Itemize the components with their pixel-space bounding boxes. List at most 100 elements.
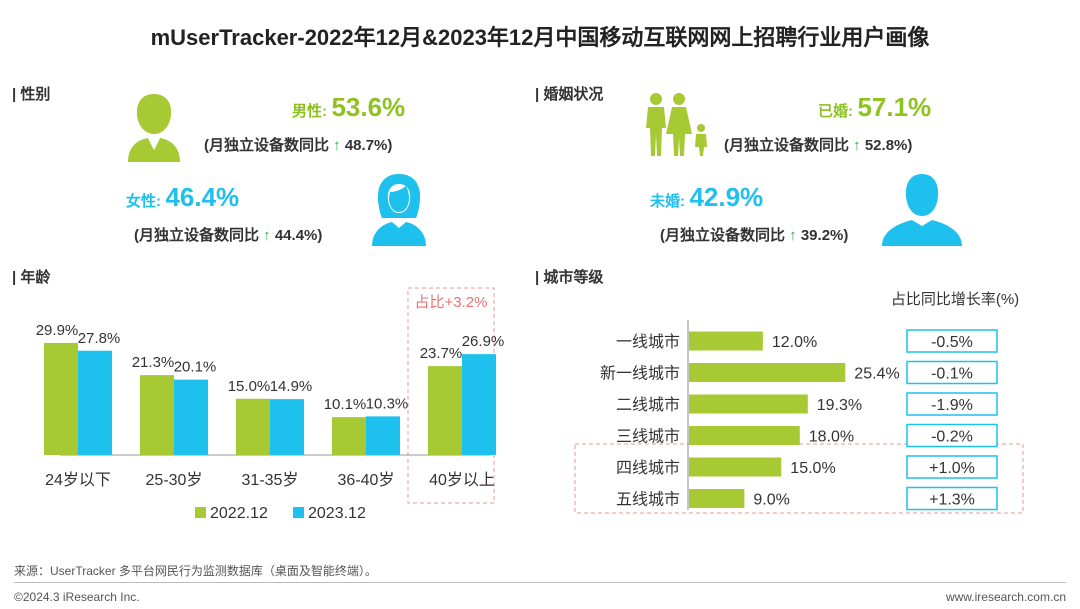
age-bar-chart: 占比+3.2% 29.9% 27.8% 24岁以下 21.3% 20.1% 25-30岁 15… (36, 287, 505, 522)
yoy-value: -0.1% (931, 366, 973, 383)
y-tick-label: 新一线城市 (600, 365, 680, 383)
x-tick-label: 31-35岁 (242, 471, 299, 489)
male-note-prefix: (月独立设备数同比 (204, 137, 329, 154)
footer-divider (14, 582, 1066, 583)
married-value: 57.1% (857, 92, 932, 122)
bar-2022.12-2 (236, 398, 270, 455)
female-note: (月独立设备数同比 ↑ 44.4%) (134, 224, 322, 245)
bar-value-label: 25.4% (854, 366, 899, 383)
single-label: 未婚: (650, 193, 685, 210)
yoy-value: -1.9% (931, 397, 973, 414)
yoy-value: +1.3% (929, 492, 975, 509)
female-note-prefix: (月独立设备数同比 (134, 227, 259, 244)
legend-swatch (293, 507, 304, 518)
yoy-box (906, 455, 998, 479)
up-arrow-icon: ↑ (789, 227, 797, 244)
bar-0 (689, 331, 763, 351)
bar-2022.12-0 (44, 342, 78, 455)
legend-label: 2022.12 (210, 505, 268, 522)
married-stat: 已婚: 57.1% (818, 92, 931, 123)
y-tick-label: 五线城市 (616, 491, 680, 509)
single-note-prefix: (月独立设备数同比 (660, 227, 785, 244)
legend-swatch (195, 507, 206, 518)
up-arrow-icon: ↑ (853, 137, 861, 154)
gender-section-title: | 性别 (12, 86, 51, 103)
married-note-value: 52.8%) (864, 137, 913, 154)
bar-2023.12-0 (78, 350, 112, 455)
bar-value-label: 18.0% (809, 429, 854, 446)
bar-3 (689, 426, 800, 445)
source-note: 来源：UserTracker 多平台网民行为监测数据库（桌面及智能终端）。 (14, 564, 377, 578)
bar-2023.12-1 (174, 379, 208, 455)
male-note-value: 48.7%) (344, 137, 393, 154)
website: www.iresearch.com.cn (945, 590, 1066, 604)
bar-value-label: 10.3% (366, 395, 409, 412)
female-label: 女性: (126, 193, 161, 210)
bar-4 (689, 457, 782, 477)
yoy-box (906, 360, 998, 385)
single-note: (月独立设备数同比 ↑ 39.2%) (660, 224, 848, 245)
married-note-prefix: (月独立设备数同比 (724, 137, 849, 154)
male-note: (月独立设备数同比 ↑ 48.7%) (204, 134, 392, 155)
x-tick-label: 25-30岁 (146, 471, 203, 489)
married-note: (月独立设备数同比 ↑ 52.8%) (724, 134, 912, 155)
bar-value-label: 15.0% (790, 460, 835, 477)
city-section-title: | 城市等级 (535, 269, 604, 286)
bar-value-label: 15.0% (228, 378, 271, 395)
bar-2022.12-1 (140, 375, 174, 455)
age-section-title: | 年龄 (12, 269, 51, 286)
single-value: 42.9% (689, 182, 764, 212)
bar-value-label: 19.3% (817, 397, 862, 414)
family-icon (646, 93, 707, 156)
x-tick-label: 40岁以上 (429, 471, 495, 489)
legend-label: 2023.12 (308, 505, 366, 522)
male-stat: 男性: 53.6% (292, 92, 405, 123)
yoy-box (906, 486, 998, 511)
x-tick-label: 24岁以下 (45, 471, 111, 489)
yoy-box (906, 423, 998, 448)
bar-value-label: 26.9% (462, 333, 505, 350)
up-arrow-icon: ↑ (333, 137, 341, 154)
male-value: 53.6% (331, 92, 406, 122)
bar-2 (689, 394, 808, 414)
yoy-header: 占比同比增长率(%) (891, 291, 1019, 308)
single-note-value: 39.2%) (800, 227, 849, 244)
yoy-value: -0.2% (931, 429, 973, 446)
female-avatar-icon (372, 174, 426, 246)
bar-2023.12-3 (366, 416, 400, 455)
bar-value-label: 9.0% (753, 492, 789, 509)
y-tick-label: 一线城市 (616, 333, 680, 351)
bar-value-label: 20.1% (174, 359, 217, 376)
single-stat: 未婚: 42.9% (650, 182, 763, 213)
marriage-section-title: | 婚姻状况 (535, 86, 604, 103)
male-avatar-icon (128, 94, 180, 162)
bar-2023.12-4 (462, 354, 496, 455)
y-tick-label: 二线城市 (616, 396, 680, 414)
highlight-box (407, 287, 495, 504)
bar-5 (689, 489, 745, 508)
female-value: 46.4% (165, 182, 240, 212)
page-title: mUserTracker-2022年12月&2023年12月中国移动互联网网上招… (150, 25, 930, 50)
city-bar-chart: 占比同比增长率(%) 一线城市 12.0% -0.5% 新一线城市 25.4% -0.1% 二… (574, 291, 1024, 514)
bar-value-label: 21.3% (132, 354, 175, 371)
up-arrow-icon: ↑ (263, 227, 271, 244)
bar-value-label: 23.7% (420, 345, 463, 362)
yoy-box (906, 329, 998, 353)
yoy-box (906, 392, 998, 416)
highlight-annotation: 占比+3.2% (415, 294, 488, 311)
bar-2022.12-4 (428, 366, 462, 455)
bar-1 (689, 363, 846, 382)
married-label: 已婚: (818, 103, 853, 120)
bar-value-label: 27.8% (78, 330, 121, 347)
bar-value-label: 29.9% (36, 322, 79, 339)
bar-value-label: 12.0% (772, 334, 817, 351)
yoy-value: -0.5% (931, 334, 973, 351)
y-tick-label: 四线城市 (616, 459, 680, 477)
bar-value-label: 14.9% (270, 378, 313, 395)
bar-2022.12-3 (332, 417, 366, 455)
yoy-value: +1.0% (929, 460, 975, 477)
male-label: 男性: (292, 103, 327, 120)
x-tick-label: 36-40岁 (338, 471, 395, 489)
female-note-value: 44.4%) (274, 227, 323, 244)
y-tick-label: 三线城市 (616, 428, 680, 446)
